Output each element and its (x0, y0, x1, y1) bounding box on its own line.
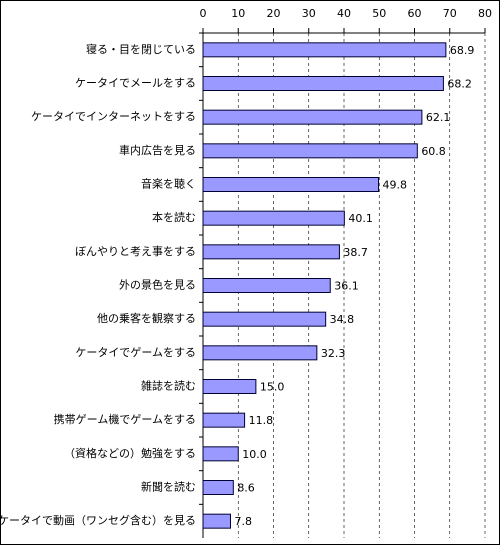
x-tick-label: 40 (337, 7, 351, 20)
y-tick-label: 他の乗客を観察する (97, 311, 196, 325)
value-label: 8.6 (237, 482, 255, 495)
y-tick-label: 車内広告を見る (119, 143, 196, 157)
bar (202, 345, 318, 361)
y-tick-label: ケータイでゲームをする (75, 346, 196, 359)
x-tick-label: 50 (372, 7, 386, 20)
value-label: 60.8 (421, 145, 446, 158)
value-label: 62.1 (426, 111, 451, 124)
x-tick-label: 20 (267, 7, 281, 20)
bar (202, 143, 418, 159)
bar (202, 42, 447, 58)
bar (202, 244, 340, 260)
bar (202, 278, 331, 293)
bar (202, 446, 239, 462)
y-tick-label: 外の景色を見る (119, 278, 196, 292)
value-label: 34.8 (330, 313, 355, 326)
x-tick-label: 0 (200, 7, 207, 20)
x-tick-label: 10 (231, 7, 245, 20)
bar (202, 379, 257, 394)
x-tick-label: 70 (443, 7, 457, 20)
y-tick-label: ケータイで動画（ワンセグ含む）を見る (0, 513, 196, 527)
value-label: 49.8 (383, 179, 408, 192)
value-label: 15.0 (260, 381, 285, 394)
y-tick-label: 携帯ゲーム機でゲームをする (54, 412, 196, 426)
value-label: 36.1 (334, 280, 359, 293)
value-label: 68.2 (447, 78, 472, 91)
x-tick-label: 30 (302, 7, 316, 20)
y-tick-label: 雑誌を読む (141, 379, 196, 393)
bar (202, 513, 231, 529)
y-tick-label: ケータイでメールをする (75, 77, 196, 90)
bar (202, 109, 423, 125)
value-label: 40.1 (348, 212, 373, 225)
bar (202, 480, 234, 495)
bar (202, 311, 327, 327)
value-label: 32.3 (321, 347, 346, 360)
x-tick-label: 80 (478, 7, 492, 20)
y-tick-label: ぼんやりと考え事をする (75, 245, 196, 258)
bar (202, 412, 246, 428)
x-tick-label: 60 (408, 7, 422, 20)
value-label: 11.8 (249, 414, 274, 427)
bar (202, 177, 380, 192)
bar (202, 76, 444, 91)
value-label: 7.8 (234, 515, 252, 528)
y-tick-label: ケータイでインターネットをする (31, 110, 196, 123)
value-label: 68.9 (450, 44, 475, 57)
y-tick-label: 本を読む (152, 210, 196, 224)
y-tick-label: 新聞を読む (141, 480, 196, 494)
value-label: 38.7 (343, 246, 368, 259)
y-tick-label: 音楽を聴く (141, 177, 196, 191)
y-tick-label: 寝る・目を閉じている (86, 42, 196, 56)
value-label: 10.0 (242, 448, 267, 461)
bar (202, 210, 345, 226)
y-tick-label: （資格などの）勉強をする (64, 446, 196, 460)
